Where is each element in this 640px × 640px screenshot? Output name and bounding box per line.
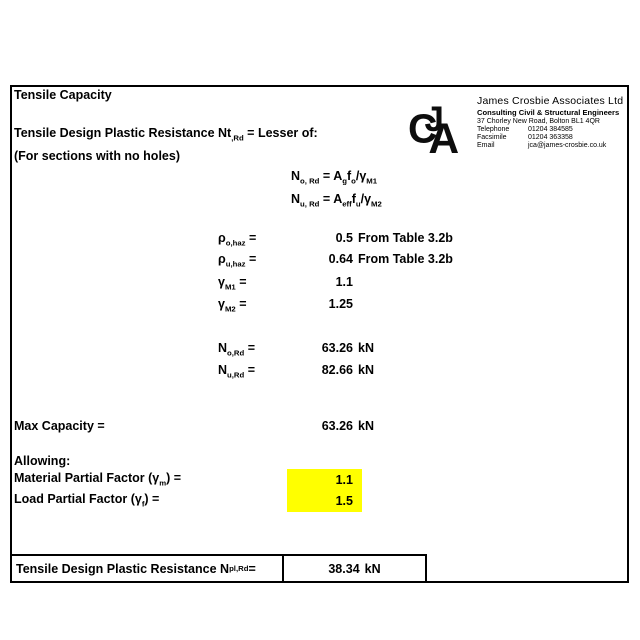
- page-title: Tensile Capacity: [14, 88, 112, 102]
- company-contacts: Telephone 01204 384585 Facsimile 01204 3…: [477, 126, 629, 149]
- param-gamma-m2-label: γM2 =: [218, 297, 247, 314]
- param-rho-o-haz-value: 0.5: [335, 231, 353, 245]
- max-capacity-label: Max Capacity =: [14, 419, 105, 433]
- telephone-label: Telephone: [477, 126, 510, 133]
- input-highlight-block: 1.1 1.5: [287, 469, 362, 512]
- svg-text:A: A: [428, 115, 459, 154]
- final-result-unit: kN: [364, 561, 381, 576]
- result-nu-rd-unit: kN: [358, 363, 374, 377]
- material-partial-factor-label: Material Partial Factor (γm) =: [14, 471, 182, 488]
- final-result-value: 38.34: [328, 561, 360, 576]
- load-partial-factor-input[interactable]: 1.5: [335, 494, 353, 509]
- result-nu-rd-label: Nu,Rd =: [218, 363, 256, 380]
- param-rho-o-haz-note: From Table 3.2b: [358, 231, 453, 245]
- param-rho-u-haz-label: ρu,haz =: [218, 252, 257, 269]
- param-gamma-m1-label: γM1 =: [218, 275, 247, 292]
- result-nu-rd-value: 82.66: [321, 363, 353, 377]
- param-rho-u-haz-note: From Table 3.2b: [358, 252, 453, 266]
- company-tagline: Consulting Civil & Structural Engineers: [477, 108, 620, 117]
- allowing-heading: Allowing:: [14, 454, 71, 468]
- company-address: 37 Chorley New Road, Bolton BL1 4QR: [477, 118, 600, 125]
- email-label: Email: [477, 142, 495, 149]
- max-capacity-value: 63.26: [321, 419, 353, 433]
- load-partial-factor-label: Load Partial Factor (γf) =: [14, 492, 160, 509]
- facsimile-label: Facsimile: [477, 134, 507, 141]
- facsimile-number: 01204 363358: [528, 134, 573, 141]
- svg-text:C: C: [408, 105, 437, 151]
- param-rho-u-haz-value: 0.64: [328, 252, 353, 266]
- svg-text:J: J: [424, 100, 443, 139]
- telephone-number: 01204 384585: [528, 126, 573, 133]
- param-rho-o-haz-label: ρo,haz =: [218, 231, 257, 248]
- design-resistance-subtitle: Tensile Design Plastic Resistance Nt,Rd …: [14, 126, 318, 143]
- max-capacity-unit: kN: [358, 419, 374, 433]
- company-info-block: James Crosbie Associates Ltd Consulting …: [477, 95, 629, 149]
- param-gamma-m2-value: 1.25: [328, 297, 353, 311]
- jca-monogram-logo-icon: C J A: [408, 100, 459, 154]
- formula-nu-rd: Nu, Rd = Aefffu/γM2: [291, 192, 382, 209]
- final-result-value-cell: 38.34 kN: [284, 556, 425, 581]
- result-no-rd-label: No,Rd =: [218, 341, 256, 358]
- param-gamma-m1-value: 1.1: [335, 275, 353, 289]
- no-holes-note: (For sections with no holes): [14, 149, 180, 163]
- email-address: jca@james-crosbie.co.uk: [528, 142, 607, 149]
- result-no-rd-value: 63.26: [321, 341, 353, 355]
- material-partial-factor-input[interactable]: 1.1: [335, 472, 353, 487]
- company-name: James Crosbie Associates Ltd: [477, 95, 624, 107]
- result-no-rd-unit: kN: [358, 341, 374, 355]
- formula-no-rd: No, Rd = Agfo/γM1: [291, 169, 378, 186]
